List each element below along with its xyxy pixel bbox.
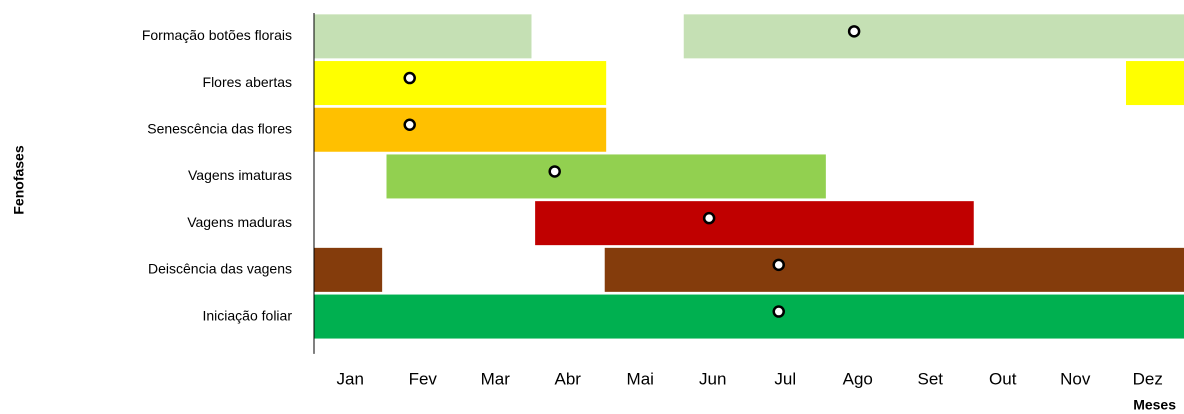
- bar: [314, 107, 607, 152]
- x-tick-label: Jul: [774, 369, 796, 388]
- bar: [314, 61, 607, 106]
- x-tick-label: Mar: [481, 369, 511, 388]
- y-tick-label: Vagens maduras: [187, 214, 292, 230]
- y-tick-label: Iniciação foliar: [203, 307, 293, 323]
- x-tick-label: Nov: [1060, 369, 1091, 388]
- bar: [314, 247, 383, 292]
- peak-marker: [847, 25, 861, 38]
- x-tick-label: Fev: [409, 369, 438, 388]
- x-tick-label: Out: [989, 369, 1017, 388]
- bar: [314, 294, 1184, 339]
- bar: [386, 154, 826, 199]
- x-tick-label: Mai: [627, 369, 654, 388]
- bar: [535, 201, 974, 246]
- peak-marker: [403, 118, 416, 131]
- x-tick-label: Set: [917, 369, 943, 388]
- bar: [1126, 61, 1184, 106]
- y-tick-label: Senescência das flores: [147, 120, 292, 136]
- x-tick-label: Dez: [1133, 369, 1163, 388]
- peak-marker: [702, 211, 716, 225]
- y-tick-label: Flores abertas: [203, 74, 292, 90]
- x-tick-label: Abr: [555, 369, 582, 388]
- y-tick-label: Vagens imaturas: [188, 167, 292, 183]
- bar: [683, 14, 1184, 59]
- peak-marker: [403, 71, 416, 85]
- peak-marker: [772, 258, 785, 272]
- y-tick-label: Deiscência das vagens: [148, 261, 292, 277]
- bar: [604, 247, 1184, 292]
- x-tick-label: Ago: [843, 369, 873, 388]
- peak-marker: [548, 165, 561, 178]
- x-tick-label: Jun: [699, 369, 726, 388]
- x-tick-label: Jan: [337, 369, 364, 388]
- y-tick-label: Formação botões florais: [142, 27, 292, 43]
- x-axis-label: Meses: [1133, 397, 1176, 413]
- bar: [314, 14, 532, 59]
- peak-marker: [772, 305, 785, 318]
- y-axis-label: Fenofases: [11, 145, 27, 214]
